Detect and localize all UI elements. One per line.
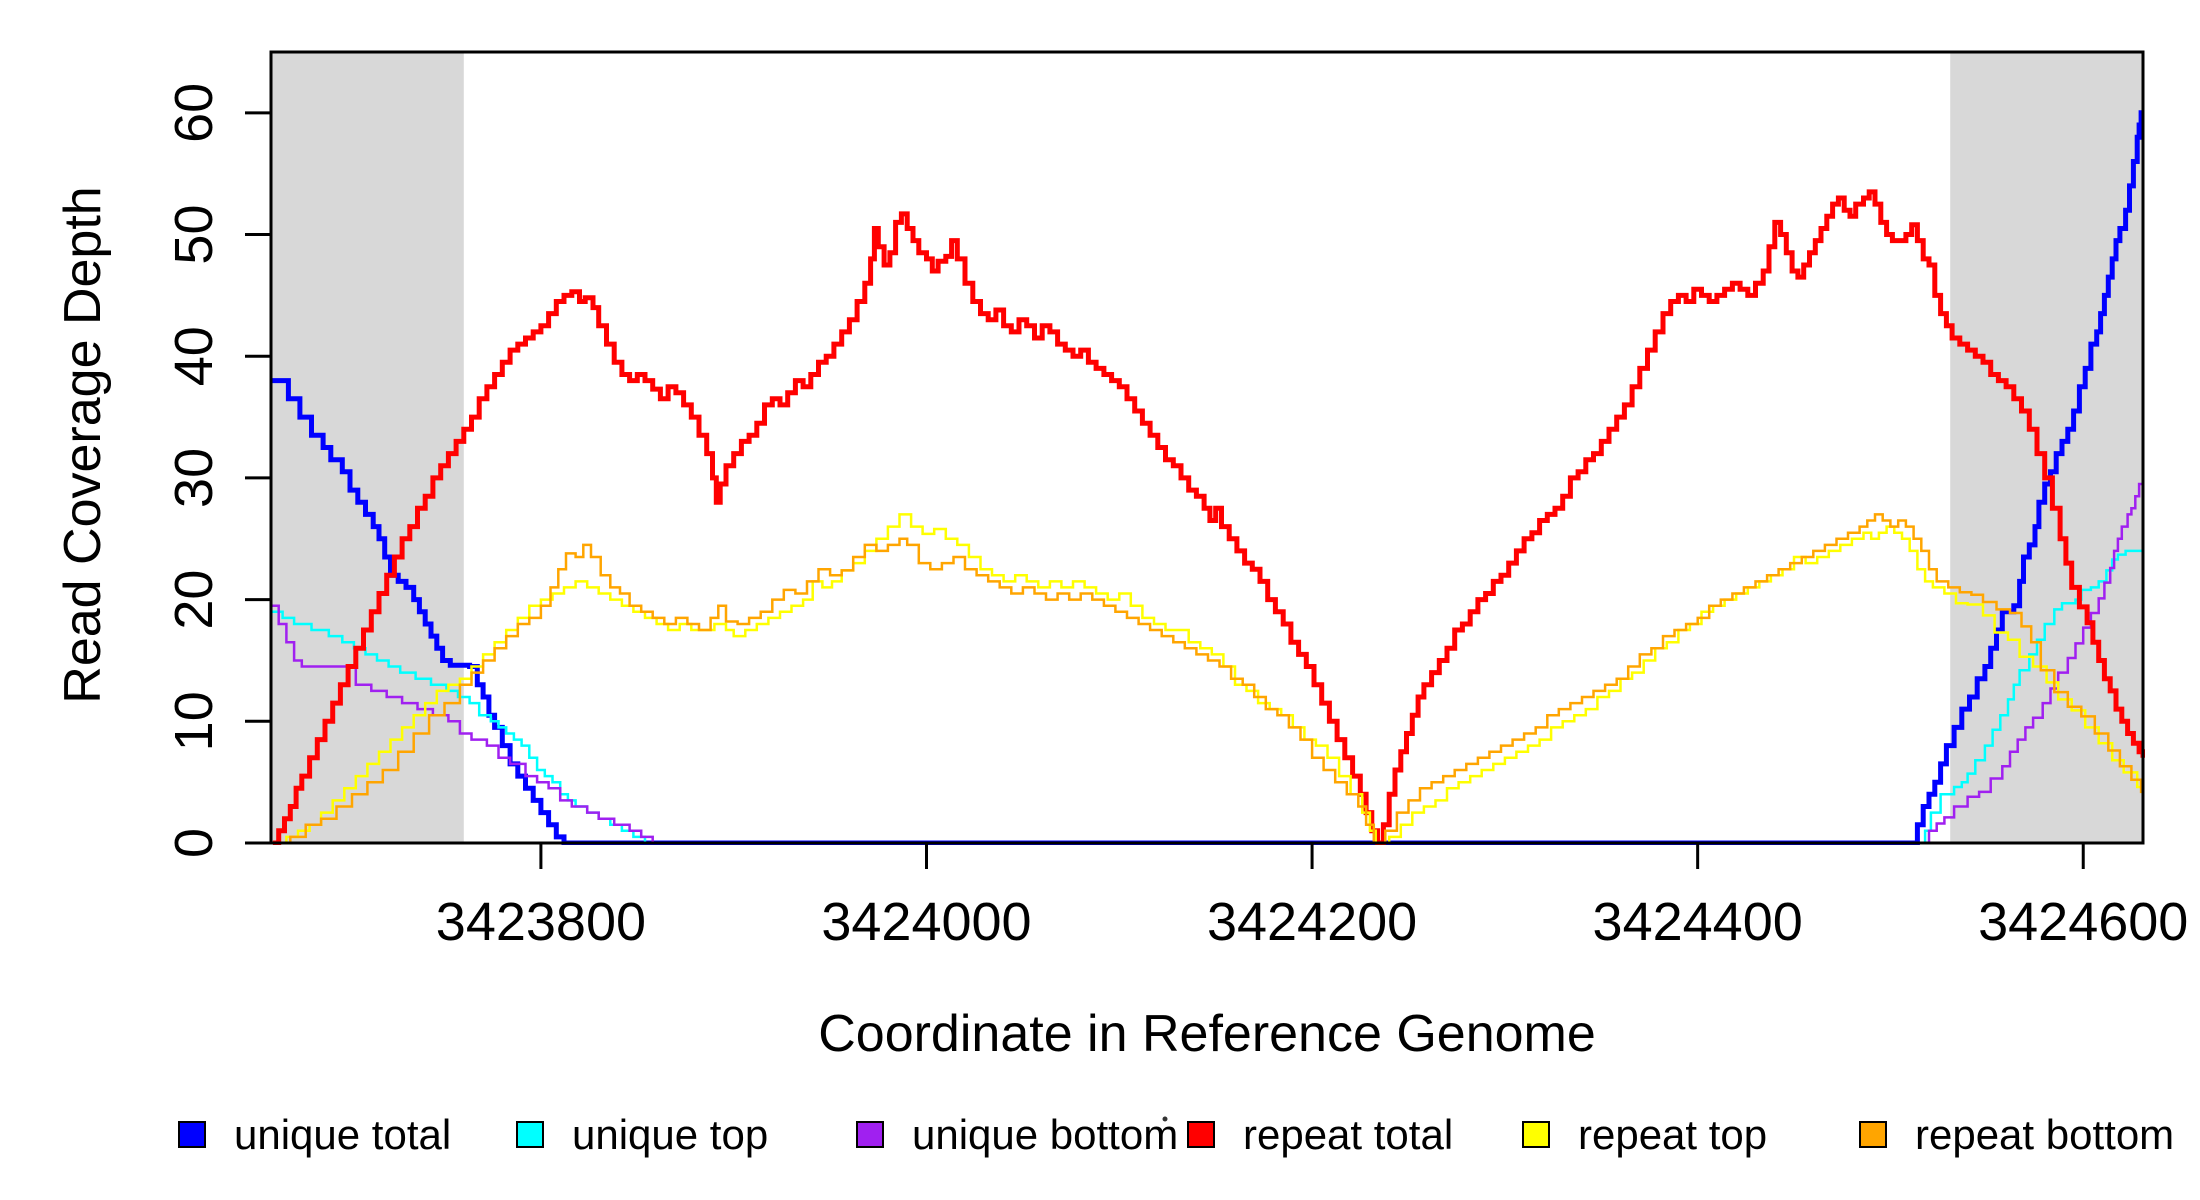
y-tick-label: 40 — [164, 326, 224, 386]
series-repeat-top — [274, 513, 2145, 845]
x-tick-label: 3424400 — [1593, 892, 1803, 952]
shaded-band — [1950, 52, 2143, 843]
legend-label: unique top — [572, 1111, 768, 1158]
x-axis-title: Coordinate in Reference Genome — [818, 1005, 1596, 1063]
legend-item-repeat-bottom: repeat bottom — [1859, 1111, 2174, 1158]
shaded-regions — [271, 52, 2143, 843]
y-tick-label: 0 — [164, 828, 224, 858]
plot-border — [269, 50, 2145, 845]
legend-swatch — [856, 1121, 884, 1148]
shaded-band — [271, 52, 464, 843]
legend-item-unique-bottom: unique bottom — [856, 1111, 1178, 1158]
y-tick-label: 10 — [164, 691, 224, 751]
series-lines — [271, 110, 2145, 845]
series-unique-top — [271, 547, 2145, 845]
y-axis: 0 10 20 30 40 50 60 — [164, 83, 271, 858]
legend-item-repeat-top: repeat top — [1522, 1111, 1767, 1158]
x-tick-label: 3424000 — [821, 892, 1031, 952]
y-tick-label: 60 — [164, 83, 224, 143]
legend-swatch — [178, 1121, 206, 1148]
series-repeat-total — [272, 189, 2145, 845]
legend-swatch — [1187, 1121, 1215, 1148]
legend-label: repeat total — [1243, 1111, 1453, 1158]
y-axis-title: Read Coverage Depth — [54, 186, 112, 703]
legend: unique total unique top unique bottom repea… — [178, 1111, 2174, 1158]
series-unique-total — [271, 110, 2144, 845]
stray-dot — [1162, 1116, 1168, 1122]
x-tick-label: 3423800 — [436, 892, 646, 952]
series-unique-bottom — [271, 477, 2145, 845]
legend-label: unique total — [234, 1111, 451, 1158]
legend-item-unique-total: unique total — [178, 1111, 451, 1158]
legend-label: unique bottom — [912, 1111, 1178, 1158]
x-tick-label: 3424200 — [1207, 892, 1417, 952]
y-tick-label: 30 — [164, 448, 224, 508]
legend-swatch — [1522, 1121, 1550, 1148]
y-tick-label: 20 — [164, 570, 224, 630]
y-tick-label: 50 — [164, 204, 224, 264]
legend-item-repeat-total: repeat total — [1187, 1111, 1453, 1158]
legend-label: repeat top — [1578, 1111, 1767, 1158]
legend-swatch — [516, 1121, 544, 1148]
x-tick-label: 3424600 — [1978, 892, 2188, 952]
legend-label: repeat bottom — [1915, 1111, 2174, 1158]
series-repeat-bottom — [274, 513, 2143, 845]
legend-swatch — [1859, 1121, 1887, 1148]
legend-item-unique-top: unique top — [516, 1111, 768, 1158]
x-axis: 3423800 3424000 3424200 3424400 3424600 — [436, 843, 2188, 952]
